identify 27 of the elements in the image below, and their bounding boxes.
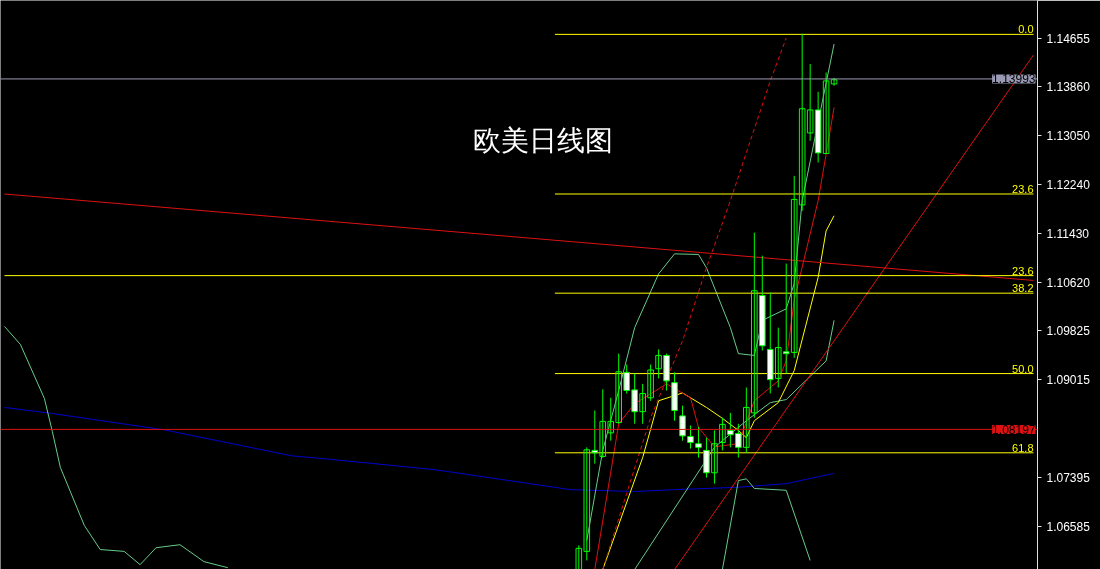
line-series [721,478,811,569]
y-tick-label: 1.10620 [1046,276,1091,291]
candlestick [695,426,702,459]
annotation: 0.0 [1018,23,1034,36]
candlestick [687,425,694,450]
y-tick-label: 1.13050 [1046,129,1091,144]
line-series [634,319,835,569]
y-tick-label: 1.13860 [1046,80,1091,95]
candlestick [679,405,686,442]
ref-line-label: 1.08197 [992,422,1036,437]
annotation: 23.6 [1012,264,1034,277]
annotation: 61.8 [1012,441,1034,454]
annotation: 50.0 [1012,362,1034,375]
y-tick-label: 1.06585 [1046,520,1091,535]
y-tick-label: 1.07395 [1046,471,1091,486]
y-tick-label: 1.14655 [1046,32,1091,47]
line-series [586,43,835,541]
text: 欧美日线图 [472,124,613,156]
line-series [3,325,229,569]
line-series [3,406,835,492]
y-tick-label: 1.11430 [1046,227,1090,242]
y-tick-label: 1.12240 [1046,178,1091,193]
ref-line-label: 1.13993 [992,72,1036,87]
annotation: 23.6 [1012,183,1034,195]
annotation: 38.2 [1012,282,1034,295]
y-tick-label: 1.09825 [1046,324,1091,339]
y-tick-label: 1.09015 [1046,373,1091,388]
